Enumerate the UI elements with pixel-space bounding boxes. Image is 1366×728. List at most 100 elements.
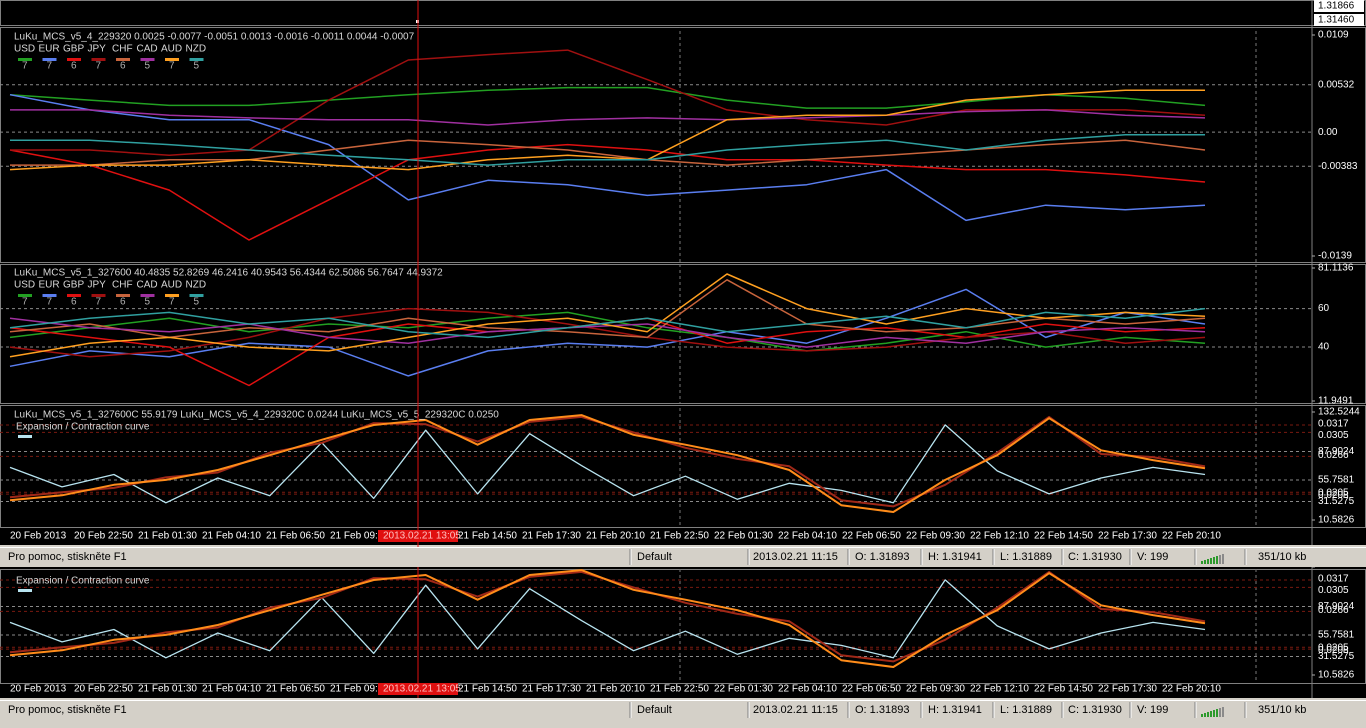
time-label: 22 Feb 20:10 [1162,531,1221,542]
series-line [9,307,1206,339]
status-profile: Default [637,704,672,716]
time-label: 22 Feb 14:50 [1034,684,1093,695]
legend-name: GBP [63,280,84,291]
legend-swatch [67,58,81,61]
window-bottom [0,720,1366,728]
time-label: 21 Feb 06:50 [266,531,325,542]
y-tick-label: 31.5275 [1318,496,1355,507]
series-line [9,273,1206,358]
legend-swatch [189,58,204,61]
y-tick-label: 11.9491 [1318,396,1354,407]
status-open: O: 1.31893 [855,551,909,563]
legend-swatch [18,294,32,297]
panel-plot [0,27,1312,262]
y-tick-label: 10.5826 [1318,515,1355,526]
time-label: 21 Feb 09:30 [330,684,389,695]
legend-count: 6 [120,61,126,72]
price-tick-label: 1.31866 [1318,1,1355,12]
status-high: H: 1.31941 [928,551,982,563]
legend-swatch [42,58,57,61]
legend-name: CHF [112,44,133,55]
series-line [9,424,1206,504]
panel-plot [0,569,1312,683]
series-line [9,414,1206,513]
series-line [9,317,1206,348]
time-label: 20 Feb 2013 [10,684,67,695]
series-line [10,49,1206,157]
indicator-subtitle: Expansion / Contraction curve [16,576,150,587]
legend-name: AUD [161,44,182,55]
connection-bar [1222,554,1224,564]
status-traffic: 351/10 kb [1258,704,1306,716]
time-label: 21 Feb 01:30 [138,684,197,695]
legend-swatch [18,58,32,61]
time-label: 22 Feb 04:10 [778,531,837,542]
legend-name: USD [14,44,35,55]
status-time: 2013.02.21 11:15 [753,704,838,716]
series-line [9,89,1205,171]
connection-bar [1222,707,1224,717]
y-tick-label: -0.0139 [1318,251,1352,262]
time-label: 22 Feb 09:30 [906,684,965,695]
status-bar [0,547,1366,567]
legend-name: EUR [39,44,60,55]
connection-bar [1210,558,1212,564]
series-line [10,134,1205,166]
connection-bar [1204,713,1206,717]
y-tick-label: 10.5826 [1318,670,1355,681]
price-tick-label: 1.31460 [1318,15,1355,26]
y-tick-label: 60 [1318,303,1330,314]
y-tick-label: -0.00383 [1318,161,1358,172]
time-label: 21 Feb 17:30 [522,684,581,695]
time-label: 21 Feb 22:50 [650,531,709,542]
legend-count: 7 [96,61,102,72]
status-open: O: 1.31893 [855,704,909,716]
y2-tick-label: 0.0205 [1318,488,1349,499]
legend-count: 7 [47,297,53,308]
legend-count: 7 [169,61,175,72]
time-label: 20 Feb 22:50 [74,684,133,695]
time-label: 22 Feb 06:50 [842,684,901,695]
cursor-time-box [378,530,458,542]
y2-tick-label: 0.0305 [1318,430,1349,441]
cursor-time-label: 2013.02.21 13:05 [383,531,461,542]
price-label-box [1314,14,1364,26]
status-help: Pro pomoc, stiskněte F1 [8,551,127,563]
time-label: 22 Feb 17:30 [1098,684,1157,695]
y2-tick-label: 0.0317 [1318,419,1349,430]
time-label: 21 Feb 14:50 [458,531,517,542]
status-high: H: 1.31941 [928,704,982,716]
legend-name: CAD [137,280,158,291]
time-label: 22 Feb 04:10 [778,684,837,695]
y-tick-label: 55.7581 [1318,630,1355,641]
y-tick-label: 55.7581 [1318,475,1355,486]
y2-tick-label: 0.0266 [1318,605,1349,616]
time-label: 21 Feb 09:30 [330,531,389,542]
legend-name: NZD [186,280,207,291]
series-line [9,143,1206,241]
status-time: 2013.02.21 11:15 [753,551,838,563]
legend-name: JPY [88,44,107,55]
connection-bar [1207,712,1209,717]
y-tick-label: 87.9024 [1318,601,1355,612]
legend-swatch [165,294,179,297]
connection-bar [1219,708,1221,717]
connection-bar [1201,561,1203,564]
legend-swatch [42,294,57,297]
time-label: 20 Feb 22:50 [74,531,133,542]
y2-tick-label: 0.0317 [1318,574,1349,585]
status-volume: V: 199 [1137,551,1168,563]
y2-tick-label: 0.0208 [1318,490,1349,501]
legend-swatch [91,294,106,297]
series-line [9,93,1206,222]
status-low: L: 1.31889 [1000,551,1052,563]
indicator-subtitle: Expansion / Contraction curve [16,422,150,433]
connection-bar [1210,711,1212,717]
time-label: 21 Feb 14:50 [458,684,517,695]
time-label: 22 Feb 12:10 [970,684,1029,695]
connection-bar [1219,555,1221,564]
legend-count: 7 [22,297,28,308]
y-tick-label: 0.00 [1318,127,1338,138]
series-line [9,569,1206,668]
